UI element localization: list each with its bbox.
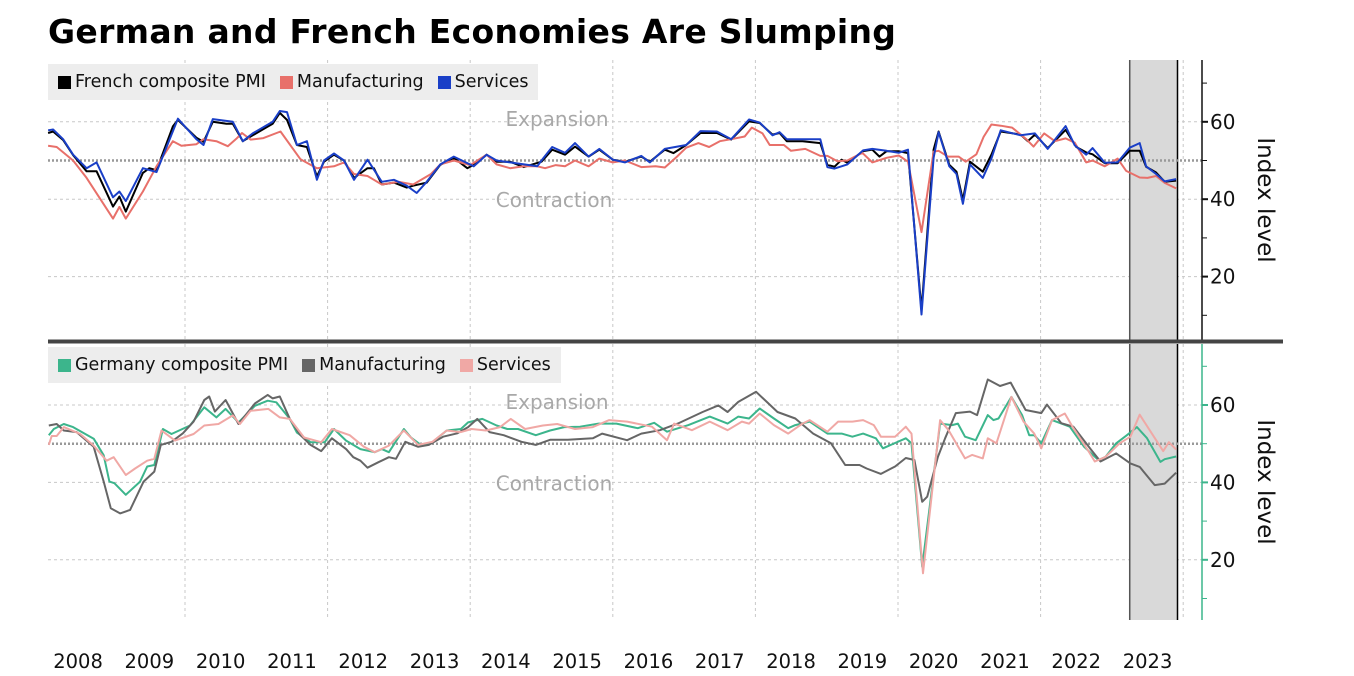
- legend-item: Germany composite PMI: [58, 355, 288, 375]
- legend-item: Manufacturing: [279, 72, 424, 92]
- annotation-contraction: Contraction: [496, 188, 613, 212]
- y-tick-label: 20: [1210, 548, 1235, 572]
- legend-swatch: [58, 75, 71, 89]
- y-axis-label: Index level: [1252, 137, 1278, 262]
- x-tick-label: 2015: [552, 650, 602, 673]
- series-line-manufacturing: [47, 123, 1177, 234]
- legend-top: French composite PMI Manufacturing Service…: [48, 64, 539, 100]
- legend-swatch: [437, 75, 451, 89]
- legend-bottom: Germany composite PMI Manufacturing Servic…: [48, 347, 561, 383]
- x-tick-label: 2020: [909, 650, 959, 673]
- legend-item: Services: [459, 355, 551, 375]
- legend-swatch: [459, 358, 473, 372]
- y-tick-label: 60: [1210, 110, 1235, 134]
- x-tick-label: 2014: [481, 650, 531, 673]
- x-tick-label: 2023: [1123, 650, 1173, 673]
- x-tick-label: 2019: [838, 650, 888, 673]
- legend-item: Manufacturing: [302, 355, 446, 375]
- legend-label: Services: [454, 72, 529, 92]
- x-tick-label: 2022: [1051, 650, 1101, 673]
- y-tick-label: 40: [1210, 187, 1235, 211]
- x-tick-label: 2009: [125, 650, 175, 673]
- x-tick-label: 2011: [267, 650, 317, 673]
- annotation-expansion: Expansion: [506, 390, 609, 414]
- panel-bottom: Expansion Contraction 20 40 60 Index level: [47, 344, 1278, 620]
- x-tick-label: 2008: [53, 650, 103, 673]
- legend-label: Manufacturing: [319, 355, 446, 375]
- series-line-services: [47, 110, 1177, 316]
- y-tick-label: 40: [1210, 470, 1235, 494]
- legend-swatch: [302, 358, 316, 372]
- x-tick-label: 2017: [695, 650, 745, 673]
- legend-label: Services: [476, 355, 551, 375]
- y-tick-label: 20: [1210, 265, 1235, 289]
- shaded-period: [1129, 344, 1178, 620]
- y-axis-label: Index level: [1252, 419, 1278, 544]
- y-tick-label: 60: [1210, 393, 1235, 417]
- series-line-services: [47, 395, 1177, 575]
- panel-top: Expansion Contraction 20 40 60 Index level: [47, 60, 1278, 340]
- x-tick-label: 2021: [980, 650, 1030, 673]
- x-tick-label: 2010: [196, 650, 246, 673]
- annotation-contraction: Contraction: [496, 471, 613, 495]
- x-tick-label: 2013: [410, 650, 460, 673]
- legend-label: Germany composite PMI: [75, 355, 289, 375]
- shaded-period: [1129, 60, 1178, 340]
- legend-label: Manufacturing: [296, 72, 424, 92]
- chart-title: German and French Economies Are Slumping: [48, 12, 897, 51]
- x-tick-label: 2016: [624, 650, 674, 673]
- legend-item: Services: [437, 72, 529, 92]
- legend-swatch: [279, 75, 293, 89]
- x-tick-label: 2018: [766, 650, 816, 673]
- annotation-expansion: Expansion: [506, 107, 609, 131]
- legend-swatch: [58, 358, 71, 372]
- legend-label: French composite PMI: [75, 72, 266, 92]
- series-line-manufacturing: [48, 378, 1177, 515]
- legend-item: French composite PMI: [58, 72, 266, 92]
- x-tick-label: 2012: [338, 650, 388, 673]
